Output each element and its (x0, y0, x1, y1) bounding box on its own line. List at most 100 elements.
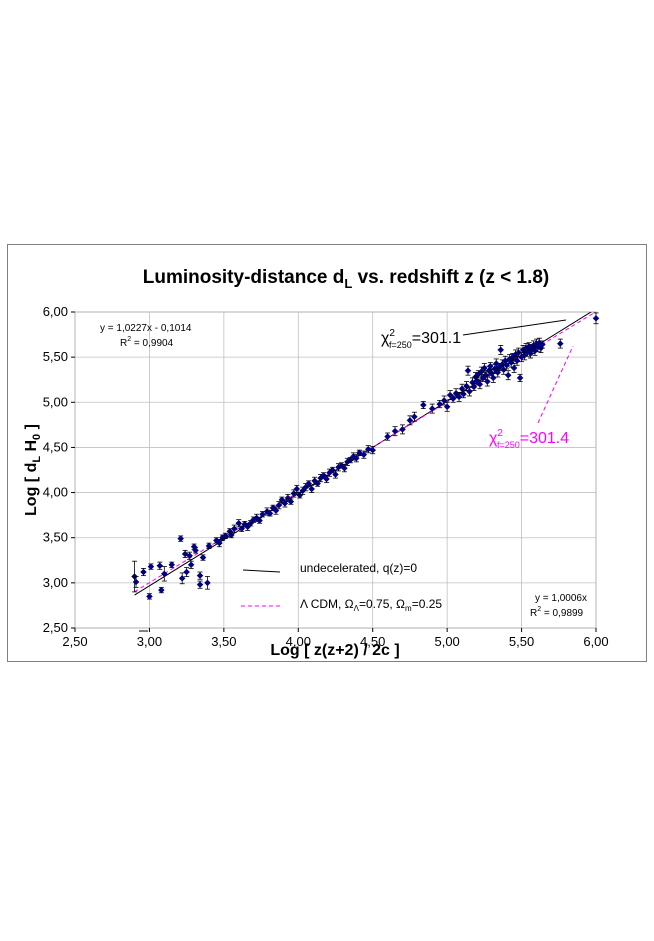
chi-undecelerated-pointer (462, 319, 567, 336)
fit-line-lcdm (134, 312, 596, 593)
data-point (156, 561, 164, 570)
data-point (196, 571, 204, 580)
data-point (455, 391, 463, 402)
chi-square-undecelerated: χ2 f=250=301.1 (381, 328, 461, 350)
data-point (350, 452, 357, 461)
axis-ticks: 2,50 3,00 3,50 4,00 4,50 5,00 5,50 6,00 2,50 3,00… (43, 304, 609, 649)
data-point (199, 554, 207, 561)
data-point (460, 390, 467, 399)
data-point (308, 484, 316, 493)
fit1-equation: y = 1,0227x - 0,1014 (100, 323, 192, 334)
data-point (192, 547, 199, 554)
data-point (483, 376, 491, 387)
data-point (516, 373, 524, 382)
data-point (205, 542, 213, 550)
data-point (168, 561, 176, 569)
data-point (446, 390, 454, 400)
data-point (204, 576, 211, 590)
data-point (463, 381, 470, 391)
fit2-equation: y = 1,0006x (535, 593, 587, 604)
data-point (160, 566, 168, 582)
x-axis-label: Log [ z(z+2) / 2c ] (270, 642, 399, 659)
data-point (449, 394, 457, 403)
data-point (177, 535, 185, 542)
y-tick-label: 5,00 (43, 394, 68, 409)
data-point (464, 365, 472, 376)
data-point (364, 445, 372, 454)
data-point (146, 593, 153, 600)
grid (74, 311, 597, 629)
data-point (489, 372, 497, 383)
data-point (470, 382, 478, 391)
y-axis-label: Log [ dL H0 ] (23, 424, 43, 516)
data-point (399, 424, 406, 435)
y-tick-label: 6,00 (43, 304, 68, 319)
y-tick-label: 5,50 (43, 349, 68, 364)
data-point (323, 475, 330, 484)
fit1-r2: R2 = 0,9904 (120, 336, 174, 349)
data-point (227, 531, 235, 539)
data-point (406, 415, 414, 426)
legend-line-undecelerated (242, 569, 281, 573)
chi-square-lcdm: χ2 f=250=301.4 (489, 428, 569, 450)
data-point (360, 450, 368, 459)
x-tick-label: 3,00 (137, 634, 162, 649)
data-point (235, 519, 243, 528)
data-point (266, 509, 274, 517)
data-point (256, 517, 263, 524)
x-tick-label: 5,50 (509, 634, 534, 649)
data-point (183, 567, 190, 577)
data-point (436, 400, 444, 409)
x-tick-label: 4,50 (360, 634, 385, 649)
x-tick-label: 5,00 (434, 634, 459, 649)
data-point (384, 432, 391, 441)
data-point (592, 312, 600, 325)
chart-title: Luminosity-distance dL vs. redshift z (z… (143, 267, 550, 291)
data-point (524, 346, 531, 357)
data-point (305, 480, 313, 487)
y-tick-label: 2,50 (43, 620, 68, 635)
data-point (329, 466, 336, 474)
data-point (216, 539, 223, 548)
data-point (187, 560, 195, 569)
y-tick-label: 4,00 (43, 485, 68, 500)
data-point (157, 586, 165, 594)
data-point (341, 464, 348, 473)
data-point (476, 379, 484, 390)
y-tick-label: 3,50 (43, 530, 68, 545)
data-point (556, 338, 564, 349)
data-point (287, 498, 295, 505)
data-point (443, 401, 451, 412)
data-point (391, 426, 399, 437)
data-point (369, 446, 377, 455)
data-point (510, 363, 518, 373)
chart: Luminosity-distance dL vs. redshift z (z… (23, 267, 609, 659)
data-point (428, 403, 436, 414)
y-tick-label: 4,50 (43, 439, 68, 454)
data-point (539, 340, 546, 349)
data-point (278, 496, 286, 504)
data-point (140, 568, 147, 577)
data-point (230, 524, 238, 533)
data-points (131, 312, 600, 600)
data-point (178, 572, 186, 585)
data-point (196, 580, 204, 589)
data-point (497, 345, 505, 355)
data-point (186, 551, 193, 560)
legend-label-lcdm: Λ CDM, ΩΛ=0.75, Ωm=0.25 (300, 597, 442, 613)
chi-lcdm-pointer (537, 345, 574, 424)
data-point (132, 576, 140, 588)
fit2-r2: R2 = 0,9899 (530, 606, 584, 619)
x-tick-label: 3,50 (211, 634, 236, 649)
x-tick-label: 6,00 (583, 634, 608, 649)
data-point (419, 400, 427, 410)
data-point (411, 411, 418, 422)
legend-label-undecelerated: undecelerated, q(z)=0 (300, 561, 417, 575)
data-point (440, 395, 448, 406)
data-point (147, 563, 155, 570)
data-point (355, 449, 363, 457)
x-tick-label: 2,50 (62, 634, 87, 649)
y-tick-label: 3,00 (43, 575, 68, 590)
chart-frame: Luminosity-distance dL vs. redshift z (z… (7, 244, 647, 662)
data-point (504, 370, 512, 381)
